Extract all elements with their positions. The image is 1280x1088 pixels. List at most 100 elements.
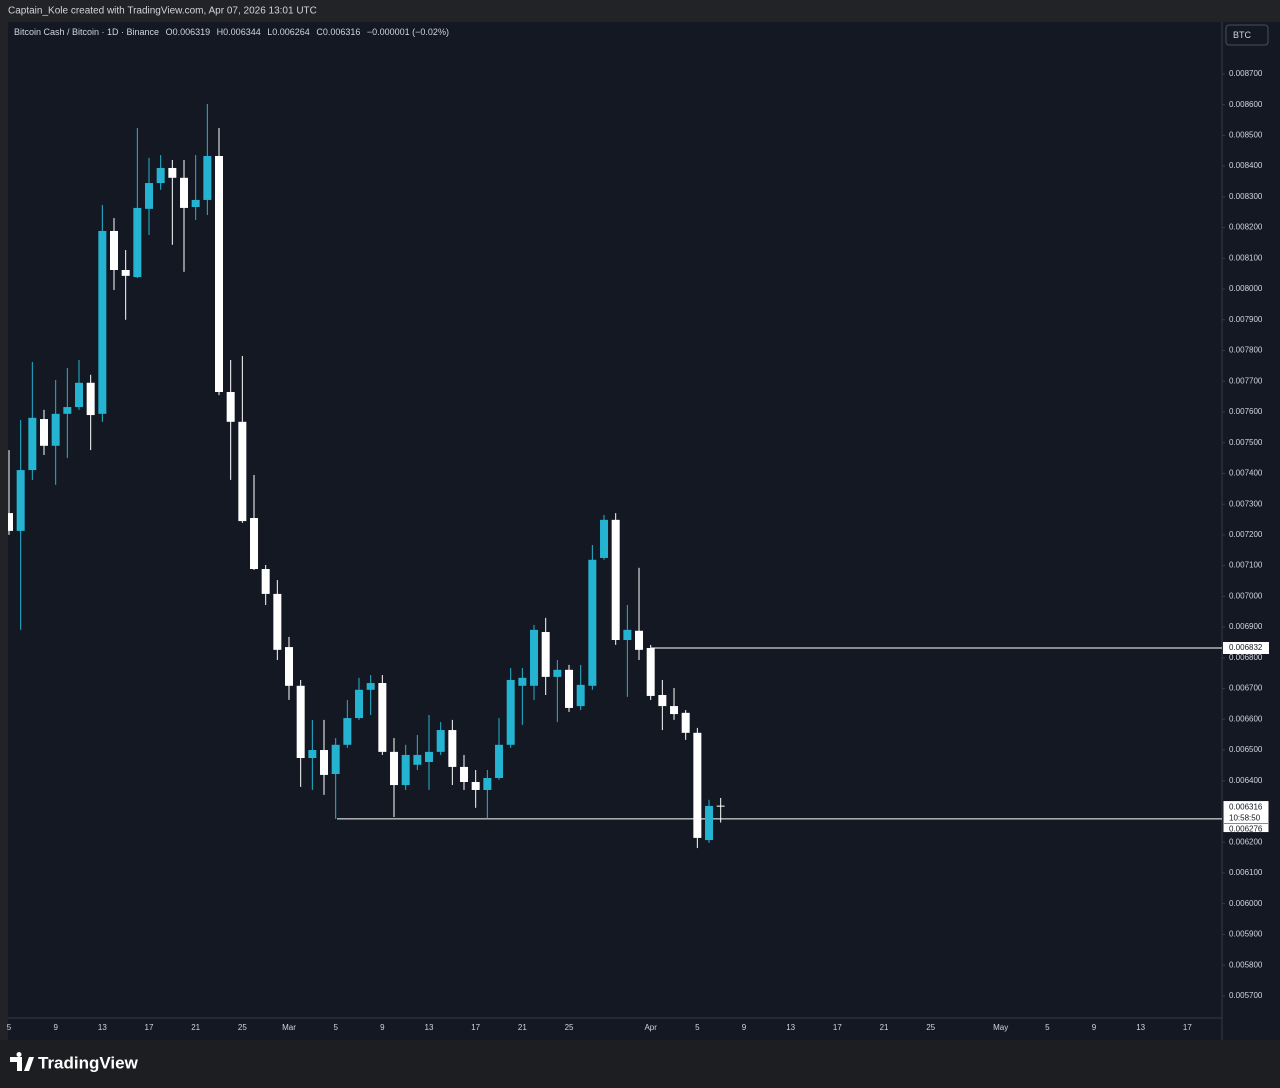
candle-body xyxy=(355,689,364,719)
candle-body xyxy=(180,177,189,208)
candle-body xyxy=(145,183,154,209)
level-price-label: 0.006276 xyxy=(1229,825,1263,834)
plot xyxy=(8,104,1222,849)
y-tick-label: 0.006500 xyxy=(1229,745,1263,754)
candle-body xyxy=(670,706,679,715)
candle-body xyxy=(261,569,270,594)
candle-body xyxy=(693,732,702,838)
x-tick-label: 5 xyxy=(333,1023,338,1032)
x-tick-label: 5 xyxy=(1045,1023,1050,1032)
candle-body xyxy=(16,470,25,531)
candle-body xyxy=(390,751,399,786)
candle-body xyxy=(623,629,632,641)
legend-label: L xyxy=(267,27,272,37)
candle-body xyxy=(121,270,130,276)
candle-body xyxy=(215,155,224,393)
candle-body xyxy=(506,679,515,745)
y-tick-label: 0.008300 xyxy=(1229,192,1263,201)
y-tick-label: 0.007900 xyxy=(1229,315,1263,324)
x-tick-label: 13 xyxy=(98,1023,107,1032)
logo-text: TradingView xyxy=(38,1053,139,1072)
x-tick-label: 13 xyxy=(1136,1023,1145,1032)
candle-body xyxy=(541,632,550,677)
candle-body xyxy=(646,647,655,696)
candle-body xyxy=(460,766,469,782)
last-price-label: 0.006316 xyxy=(1229,803,1263,812)
x-tick-label: 9 xyxy=(53,1023,58,1032)
candle-body xyxy=(51,413,60,446)
candle-body xyxy=(635,630,644,650)
countdown: 10:58:50 xyxy=(1229,814,1261,823)
y-tick-label: 0.008700 xyxy=(1229,69,1263,78)
candle-body xyxy=(576,684,585,707)
candle-body xyxy=(343,718,352,745)
legend-symbol: Bitcoin Cash / Bitcoin · 1D · Binance xyxy=(14,27,159,37)
candle-body xyxy=(168,167,177,178)
x-tick-label: 21 xyxy=(191,1023,200,1032)
y-tick-label: 0.006800 xyxy=(1229,653,1263,662)
candle-body xyxy=(285,647,294,686)
logo[interactable]: TradingView xyxy=(10,1052,139,1072)
x-tick-label: 25 xyxy=(238,1023,247,1032)
candle-body xyxy=(98,230,107,414)
y-tick-label: 0.006900 xyxy=(1229,622,1263,631)
candle-body xyxy=(203,155,212,200)
currency-box[interactable] xyxy=(1225,24,1269,46)
x-tick-label: 9 xyxy=(1092,1023,1097,1032)
candle-body xyxy=(133,207,142,278)
credit: Captain_Kole created with TradingView.co… xyxy=(8,6,317,17)
last-price-box xyxy=(1222,800,1270,834)
x-tick-label: 17 xyxy=(1183,1023,1192,1032)
y-tick-label: 0.006400 xyxy=(1229,776,1263,785)
candle-body xyxy=(483,777,492,790)
candle-body xyxy=(471,781,480,790)
candle-body xyxy=(565,669,574,708)
candle-body xyxy=(448,730,457,767)
candle-body xyxy=(75,382,84,408)
y-tick-label: 0.008100 xyxy=(1229,253,1263,262)
legend: Bitcoin Cash / Bitcoin · 1D · Binance O0… xyxy=(14,27,449,37)
currency: BTC xyxy=(1233,30,1252,40)
x-tick-label: 21 xyxy=(880,1023,889,1032)
y-tick-label: 0.005800 xyxy=(1229,960,1263,969)
y-tick-label: 0.006200 xyxy=(1229,837,1263,846)
axes: 0.005700 0.005800 0.005900 0.006000 0.006100… xyxy=(7,69,1270,1032)
x-tick-label: Apr xyxy=(644,1023,657,1032)
bottom-bar xyxy=(0,1040,1280,1088)
candle-body xyxy=(331,744,340,774)
candle-body xyxy=(705,805,714,841)
x-tick-label: 9 xyxy=(380,1023,385,1032)
candle-body xyxy=(296,685,305,759)
top-bar xyxy=(0,0,1280,22)
candle-body xyxy=(611,519,620,641)
legend-label: O xyxy=(166,27,173,37)
x-tick-label: 21 xyxy=(518,1023,527,1032)
legend-value: 0.006344 xyxy=(223,27,261,37)
candle-body xyxy=(681,712,690,733)
candle-body xyxy=(8,513,13,531)
x-tick-label: 5 xyxy=(7,1023,12,1032)
candle-body xyxy=(238,421,247,522)
legend-value: 0.006319 xyxy=(173,27,211,37)
candle-body xyxy=(600,519,609,558)
candle-body xyxy=(28,417,37,471)
legend-change: −0.000001 (−0.02%) xyxy=(367,27,449,37)
y-tick-label: 0.006700 xyxy=(1229,684,1263,693)
candle-body xyxy=(378,683,387,752)
x-tick-label: 5 xyxy=(695,1023,700,1032)
x-tick-label: 25 xyxy=(565,1023,574,1032)
y-tick-label: 0.007000 xyxy=(1229,591,1263,600)
candle-body xyxy=(191,199,200,208)
y-tick-label: 0.005900 xyxy=(1229,930,1263,939)
x-tick-label: 17 xyxy=(833,1023,842,1032)
candle-body xyxy=(40,419,49,446)
legend-label: C xyxy=(316,27,323,37)
legend-value: 0.006264 xyxy=(272,27,310,37)
y-tick-label: 0.006100 xyxy=(1229,868,1263,877)
candle-body xyxy=(250,518,259,570)
y-tick-label: 0.006600 xyxy=(1229,714,1263,723)
level-price-box xyxy=(1223,641,1269,654)
left-edge xyxy=(0,22,8,1040)
